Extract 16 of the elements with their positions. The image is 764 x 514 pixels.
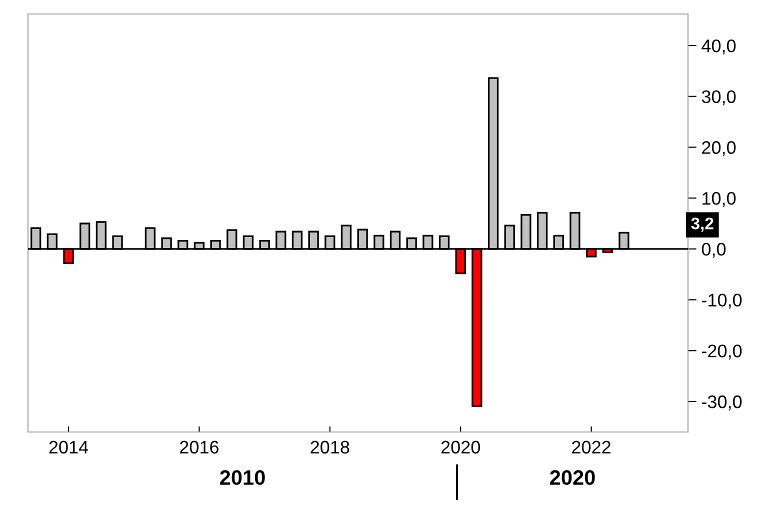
- x-tick-label: 2014: [49, 440, 88, 454]
- y-tick-label: -20,0: [702, 344, 742, 360]
- text: 3,2: [691, 218, 714, 232]
- y-tick-label: 30,0: [702, 90, 736, 106]
- x-tick-label: 2020: [441, 440, 480, 454]
- x-tick-label: 2022: [572, 440, 610, 454]
- y-tick-label: 20,0: [702, 141, 736, 156]
- y-tick-label: 10,0: [702, 192, 736, 207]
- y-tick-label: -10,0: [702, 294, 742, 309]
- x-tick-label: 2016: [180, 440, 218, 454]
- y-tick-label: 40,0: [702, 39, 736, 54]
- y-tick-label: 0,0: [702, 242, 726, 258]
- text: 2010: [220, 470, 265, 485]
- y-tick-label: -30,0: [702, 395, 742, 410]
- x-tick-label: 2018: [310, 440, 350, 454]
- text: 2020: [550, 470, 595, 485]
